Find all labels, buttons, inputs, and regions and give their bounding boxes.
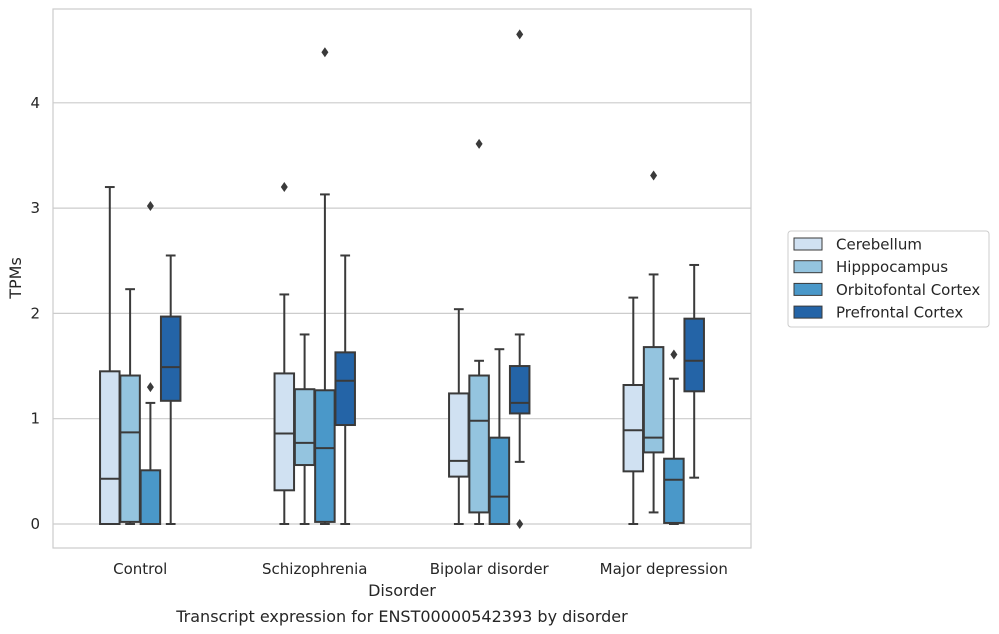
legend-label: Cerebellum — [836, 236, 922, 254]
box-body — [314, 389, 336, 523]
box-prefrontal-cortex — [508, 29, 531, 529]
y-axis-label: TPMs — [6, 257, 25, 300]
box-body — [622, 384, 645, 473]
outlier-point — [321, 47, 329, 58]
y-tick-label: 4 — [30, 94, 40, 112]
x-tick-label: Bipolar disorder — [430, 560, 550, 578]
box-body — [119, 374, 141, 523]
box-body — [334, 351, 356, 427]
box-orbitofontal-cortex — [314, 47, 336, 525]
box-cerebellum — [99, 186, 121, 525]
box-cerebellum — [448, 308, 470, 525]
box-prefrontal-cortex — [159, 254, 182, 525]
outlier-point — [670, 349, 678, 360]
x-axis-ticks: Control Schizophrenia Bipolar disorder Majo… — [113, 560, 728, 578]
box-hipppocampus — [119, 288, 141, 525]
y-tick-label: 2 — [30, 304, 40, 322]
outlier-point — [146, 200, 154, 211]
y-axis-ticks: 0 1 2 3 4 — [30, 94, 40, 533]
legend-frame — [787, 230, 990, 328]
outlier-point — [516, 29, 524, 40]
plot-frame — [52, 8, 752, 549]
x-tick-label: Schizophrenia — [262, 560, 367, 578]
box-body — [663, 457, 685, 524]
legend-swatch — [793, 237, 823, 251]
box-body — [642, 346, 665, 454]
box-hipppocampus — [642, 170, 665, 514]
legend-swatch — [793, 305, 823, 319]
box-body — [468, 374, 490, 514]
plot-area — [99, 29, 705, 529]
legend-swatch — [793, 260, 823, 274]
box-body — [683, 317, 705, 393]
box-body — [293, 388, 316, 467]
box-body — [139, 469, 162, 525]
outlier-point — [146, 382, 154, 393]
box-hipppocampus — [468, 138, 490, 525]
legend-swatch — [793, 282, 823, 296]
outlier-point — [475, 138, 483, 149]
box-body — [508, 365, 531, 415]
x-tick-label: Control — [113, 560, 167, 578]
box-hipppocampus — [293, 333, 316, 525]
legend-label: Hipppocampus — [836, 258, 948, 276]
box-body — [448, 392, 470, 478]
y-tick-label: 0 — [30, 515, 40, 533]
outlier-point — [516, 519, 524, 529]
y-tick-label: 1 — [30, 410, 40, 428]
box-prefrontal-cortex — [683, 263, 705, 479]
box-body — [488, 436, 511, 525]
legend-label: Orbitofontal Cortex — [836, 281, 980, 299]
grid-lines — [53, 102, 751, 525]
box-cerebellum — [622, 296, 645, 525]
box-prefrontal-cortex — [334, 254, 356, 525]
chart-caption: Transcript expression for ENST0000054239… — [175, 607, 628, 626]
legend: Cerebellum Hipppocampus Orbitofontal Corte… — [787, 230, 990, 328]
x-tick-label: Major depression — [600, 560, 728, 578]
outlier-point — [650, 170, 658, 181]
box-orbitofontal-cortex — [488, 348, 511, 525]
outlier-point — [280, 182, 288, 193]
x-axis-label: Disorder — [368, 581, 436, 600]
box-orbitofontal-cortex — [663, 349, 685, 525]
legend-label: Prefrontal Cortex — [836, 304, 963, 322]
box-body — [159, 315, 182, 402]
box-body — [273, 372, 296, 492]
box-cerebellum — [273, 182, 296, 525]
box-orbitofontal-cortex — [139, 200, 162, 525]
y-tick-label: 3 — [30, 199, 40, 217]
box-body — [99, 370, 121, 525]
